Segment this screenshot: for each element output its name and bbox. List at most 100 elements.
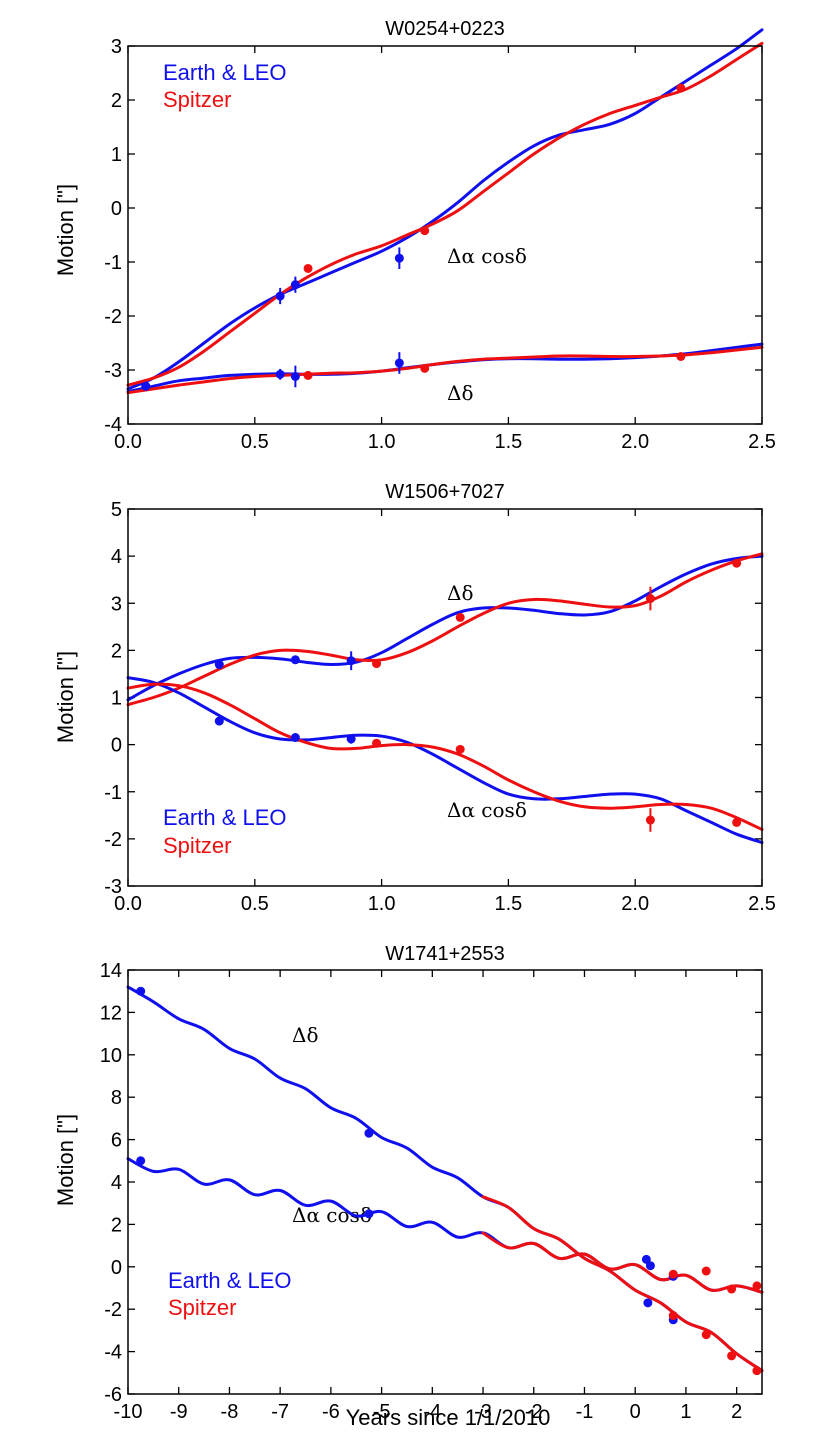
spitzer-data-point — [455, 612, 465, 622]
earth-data-point — [645, 1261, 655, 1271]
y-tick-label: 14 — [100, 960, 122, 982]
earth-data-point — [214, 716, 224, 726]
y-tick-label: 6 — [111, 1130, 122, 1152]
panel-3-ticks: -10 -9 -8 -7 -6 -5 -4 -3 -2 -1 0 1 2-6-4-20246810121… — [100, 960, 762, 1423]
panel-1-series — [126, 28, 764, 395]
x-tick-label: -5 — [373, 1401, 391, 1423]
y-tick-label: 4 — [111, 1172, 122, 1194]
spitzer-data-point — [645, 815, 655, 825]
y-tick-label: 4 — [111, 546, 122, 568]
spitzer-fit-line — [126, 41, 764, 387]
panel-3-xlabel: Years since 1/1/2010 — [346, 1405, 551, 1430]
y-tick-label: 2 — [111, 640, 122, 662]
y-tick-label: 5 — [111, 499, 122, 521]
x-tick-label: -6 — [322, 1401, 340, 1423]
y-tick-label: 0 — [111, 735, 122, 757]
x-tick-label: 1 — [680, 1401, 691, 1423]
spitzer-data-point — [752, 1366, 762, 1376]
x-tick-label: -2 — [525, 1401, 543, 1423]
panel-1-points — [141, 83, 686, 391]
earth-data-point — [136, 1156, 146, 1166]
panel-w0254: W0254+0223 Motion ["] Earth & LEO Spitze… — [53, 18, 776, 453]
x-tick-label: 2.5 — [748, 431, 776, 453]
spitzer-data-point — [303, 263, 313, 273]
y-tick-label: 2 — [111, 1214, 122, 1236]
panel-1-ylabel: Motion ["] — [53, 184, 78, 276]
earth-fit-line — [126, 554, 764, 702]
y-tick-label: 10 — [100, 1045, 122, 1067]
earth-data-point — [290, 655, 300, 665]
panel-1-frame — [127, 45, 763, 425]
y-tick-label: -4 — [104, 414, 122, 436]
x-tick-label: 1.5 — [494, 893, 522, 915]
y-tick-label: 3 — [111, 36, 122, 58]
x-tick-label: 2.5 — [748, 893, 776, 915]
earth-data-point — [275, 369, 285, 379]
x-tick-label: 1.0 — [368, 431, 396, 453]
x-tick-label: 1.0 — [368, 893, 396, 915]
y-tick-label: 1 — [111, 144, 122, 166]
spitzer-fit-line — [126, 682, 764, 831]
earth-data-point — [394, 253, 404, 263]
panel-2-ylabel: Motion ["] — [53, 651, 78, 743]
spitzer-data-point — [668, 1269, 678, 1279]
spitzer-fit-line — [481, 1195, 764, 1373]
y-tick-label: 1 — [111, 688, 122, 710]
panel-2-annotation-dec: Δδ — [447, 581, 473, 605]
x-tick-label: 0.0 — [114, 431, 142, 453]
panel-3-annotation-dec: Δδ — [292, 1023, 318, 1047]
x-tick-label: 0.5 — [241, 431, 269, 453]
y-tick-label: 2 — [111, 90, 122, 112]
x-tick-label: -9 — [170, 1401, 188, 1423]
x-tick-label: -1 — [576, 1401, 594, 1423]
x-tick-label: 2.0 — [621, 893, 649, 915]
y-tick-label: 8 — [111, 1087, 122, 1109]
x-tick-label: 2 — [731, 1401, 742, 1423]
earth-data-point — [394, 358, 404, 368]
x-tick-label: 0.0 — [114, 893, 142, 915]
panel-2-frame — [127, 508, 763, 887]
x-tick-label: 2.0 — [621, 431, 649, 453]
x-tick-label: 1.5 — [494, 431, 522, 453]
y-tick-label: -2 — [104, 829, 122, 851]
y-tick-label: -6 — [104, 1384, 122, 1406]
earth-data-point — [346, 656, 356, 666]
spitzer-data-point — [303, 370, 313, 380]
y-tick-label: 3 — [111, 593, 122, 615]
x-tick-label: 0.5 — [241, 893, 269, 915]
x-tick-label: -4 — [423, 1401, 441, 1423]
panel-3-frame — [127, 969, 763, 1395]
y-tick-label: -1 — [104, 252, 122, 274]
panel-2-title: W1506+7027 — [385, 481, 505, 503]
earth-data-point — [290, 280, 300, 290]
x-tick-label: 0 — [630, 1401, 641, 1423]
panel-3-ylabel: Motion ["] — [53, 1114, 78, 1206]
spitzer-data-point — [645, 594, 655, 604]
spitzer-data-point — [372, 738, 382, 748]
spitzer-data-point — [372, 659, 382, 669]
earth-data-point — [290, 371, 300, 381]
spitzer-data-point — [732, 558, 742, 568]
panel-3-title: W1741+2553 — [385, 943, 505, 965]
earth-data-point — [214, 660, 224, 670]
panel-2-annotation-ra: Δα cosδ — [447, 798, 527, 822]
spitzer-data-point — [420, 226, 430, 236]
spitzer-data-point — [727, 1284, 737, 1294]
panel-w1506: W1506+7027 Motion ["] Earth & LEO Spitze… — [53, 481, 776, 915]
y-tick-label: -1 — [104, 782, 122, 804]
y-tick-label: -4 — [104, 1342, 122, 1364]
earth-data-point — [364, 1128, 374, 1138]
panel-3-series — [126, 985, 764, 1373]
x-tick-label: -7 — [271, 1401, 289, 1423]
y-tick-label: -3 — [104, 360, 122, 382]
y-tick-label: -3 — [104, 876, 122, 898]
panel-2-legend-earth: Earth & LEO — [163, 805, 287, 830]
x-tick-label: -10 — [114, 1401, 143, 1423]
spitzer-data-point — [727, 1351, 737, 1361]
panel-2-legend-spitzer: Spitzer — [163, 833, 231, 858]
spitzer-fit-line — [126, 552, 764, 707]
earth-data-point — [136, 986, 146, 996]
spitzer-data-point — [701, 1266, 711, 1276]
spitzer-data-point — [752, 1281, 762, 1291]
earth-fit-line — [126, 676, 764, 845]
